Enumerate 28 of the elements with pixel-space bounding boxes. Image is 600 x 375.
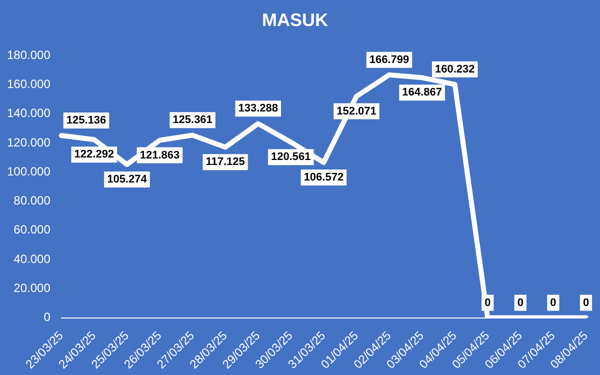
y-tick-label: 40.000 <box>14 252 51 266</box>
y-tick-label: 160.000 <box>6 77 51 92</box>
data-label: 164.867 <box>402 86 442 99</box>
data-label: 152.071 <box>336 105 376 118</box>
data-label: 160.232 <box>434 63 475 76</box>
data-label: 166.799 <box>369 54 410 66</box>
y-tick-label: 140.000 <box>6 106 51 120</box>
data-label: 0 <box>550 296 556 309</box>
data-label: 0 <box>484 296 491 309</box>
y-tick-label: 180.000 <box>6 48 51 62</box>
data-label: 105.274 <box>107 173 148 186</box>
data-label: 125.136 <box>66 114 106 127</box>
data-label: 122.292 <box>74 148 114 161</box>
data-label: 117.125 <box>206 156 245 168</box>
y-tick-label: 80.000 <box>14 194 51 208</box>
data-label: 106.572 <box>304 172 344 184</box>
y-tick-label: 100.000 <box>6 164 51 178</box>
y-tick-label: 20.000 <box>14 280 51 295</box>
data-label: 120.561 <box>271 151 311 164</box>
data-label: 125.361 <box>172 114 212 126</box>
data-label: 0 <box>582 296 590 309</box>
data-label: 0 <box>517 296 524 309</box>
chart-title: MASUK <box>262 10 328 30</box>
data-label: 133.288 <box>238 102 278 115</box>
data-label: 121.863 <box>140 149 180 162</box>
y-tick-label: 120.000 <box>6 135 51 150</box>
y-tick-label: 60.000 <box>14 222 51 237</box>
y-tick-label: 0 <box>44 310 51 324</box>
